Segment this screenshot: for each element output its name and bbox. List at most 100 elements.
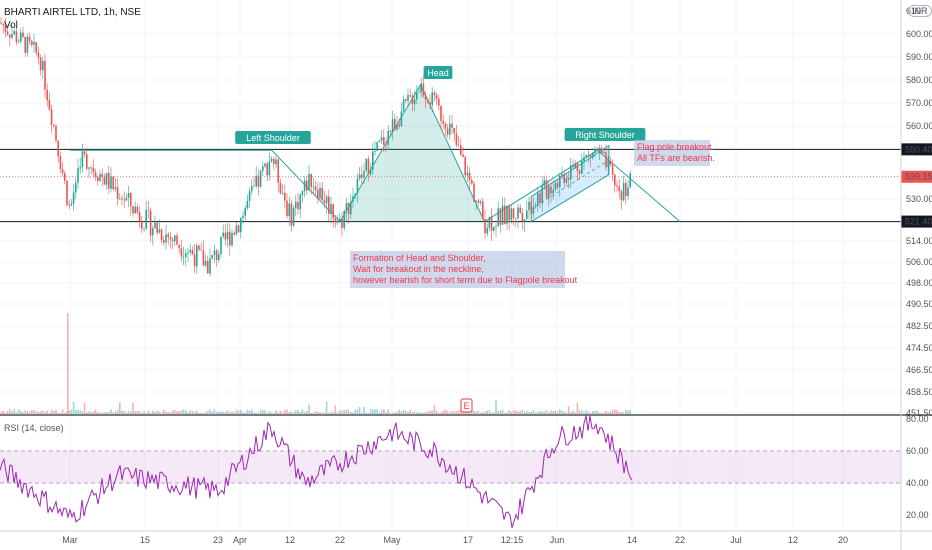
- candle-body: [552, 189, 554, 194]
- candle-body: [6, 31, 9, 35]
- candle-body: [281, 192, 284, 194]
- candle-body: [495, 226, 497, 228]
- candle-body: [59, 156, 62, 170]
- last-price-tag: [901, 170, 932, 183]
- volume-bar: [376, 409, 378, 414]
- volume-bar: [50, 409, 53, 414]
- earnings-marker-bg: [460, 398, 473, 413]
- candle-body: [35, 42, 37, 53]
- volume-bar: [356, 409, 359, 414]
- volume-bar: [130, 411, 132, 414]
- candle-body: [99, 173, 101, 182]
- volume-bar: [493, 412, 495, 414]
- candle-body: [105, 172, 108, 185]
- volume-bar: [361, 412, 363, 414]
- volume-bar: [407, 412, 409, 414]
- volume-bar: [149, 412, 152, 414]
- candle-body: [169, 237, 172, 240]
- candle-body: [92, 167, 95, 172]
- volume-bar: [86, 412, 88, 414]
- candle-body: [431, 92, 433, 105]
- flag-note-line: All TFs are bearish.: [637, 153, 715, 163]
- neckline-tag: [901, 215, 932, 228]
- volume-bar: [622, 412, 625, 414]
- candle-body: [26, 36, 29, 53]
- volume-bar: [556, 411, 559, 414]
- candle-body: [108, 172, 110, 189]
- candle-body: [211, 255, 213, 259]
- candle-body: [585, 155, 587, 158]
- hs-note-line: Formation of Head and Shoulder,: [353, 253, 486, 263]
- candle-body: [427, 99, 429, 103]
- candle-body: [453, 127, 455, 134]
- volume-bar: [266, 412, 268, 414]
- volume-bar: [242, 412, 244, 414]
- volume-bar: [240, 409, 242, 414]
- volume-bar: [61, 409, 64, 414]
- candle-body: [510, 208, 513, 221]
- volume-bar: [273, 412, 275, 414]
- candle-body: [112, 176, 114, 190]
- candle-body: [231, 232, 233, 246]
- volume-bar: [477, 410, 480, 414]
- volume-bar: [418, 412, 420, 414]
- volume-bar: [618, 411, 620, 414]
- candle-body: [180, 248, 183, 257]
- x-tick-label: 22: [675, 535, 685, 545]
- volume-bar: [77, 409, 79, 414]
- volume-bar: [253, 412, 255, 414]
- volume-bar: [550, 410, 552, 414]
- volume-bar: [200, 412, 202, 414]
- right-shoulder-label-bg: [564, 128, 646, 141]
- volume-bar: [600, 412, 603, 414]
- candle-body: [244, 208, 246, 216]
- volume-bar: [499, 410, 502, 414]
- candle-body: [176, 235, 178, 245]
- x-tick-label: 12: [285, 535, 295, 545]
- rsi-line: [0, 415, 633, 528]
- candle-body: [22, 32, 24, 37]
- candle-body: [493, 227, 495, 231]
- candle-body: [464, 156, 466, 176]
- candle-body: [44, 60, 46, 90]
- volume-bar: [420, 412, 422, 414]
- right-shoulder-label: Right Shoulder: [575, 130, 635, 140]
- volume-bar: [369, 409, 372, 414]
- volume-bar: [237, 410, 240, 414]
- candle-body: [288, 203, 290, 217]
- candle-body: [416, 92, 418, 100]
- candle-body: [134, 206, 136, 214]
- candle-body: [554, 182, 557, 190]
- y-tick-label: 580.00: [906, 75, 932, 85]
- volume-bar: [251, 409, 253, 414]
- volume-bar: [484, 411, 486, 414]
- currency-badge[interactable]: INR: [908, 5, 932, 17]
- resistance-label: 550.40: [905, 144, 932, 154]
- candle-body: [578, 170, 581, 174]
- volume-bar: [611, 409, 614, 414]
- candle-body: [336, 220, 339, 223]
- candle-body: [486, 227, 488, 234]
- y-tick-label: 600.00: [906, 29, 932, 39]
- candle-body: [154, 222, 156, 229]
- candle-body: [541, 185, 543, 204]
- volume-bar: [303, 411, 306, 414]
- volume-bar: [191, 410, 194, 414]
- candle-body: [341, 218, 343, 228]
- chart-title: BHARTI AIRTEL LTD, 1h, NSE: [4, 7, 141, 18]
- volume-bar: [147, 410, 150, 414]
- volume-bar: [352, 412, 354, 414]
- volume-bar: [301, 409, 304, 414]
- candle-body: [290, 203, 293, 226]
- volume-bar: [409, 409, 411, 414]
- volume-bar: [44, 411, 46, 414]
- volume-bar: [521, 409, 524, 414]
- candle-body: [167, 234, 169, 238]
- candle-body: [354, 193, 356, 197]
- volume-bar: [394, 412, 396, 414]
- candle-body: [28, 36, 31, 42]
- volume-bar: [97, 411, 99, 414]
- candle-body: [204, 260, 207, 266]
- volume-bar: [35, 411, 37, 414]
